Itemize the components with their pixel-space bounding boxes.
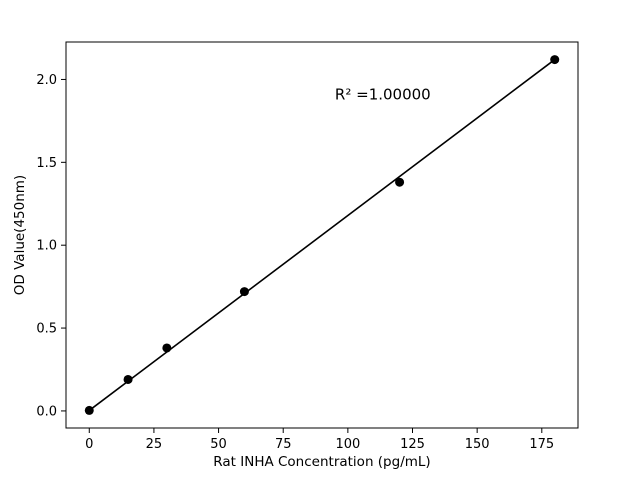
regression-line — [88, 58, 556, 412]
data-point — [239, 287, 249, 297]
data-point — [84, 405, 94, 415]
x-tick-label: 150 — [465, 437, 490, 452]
data-point — [550, 55, 560, 65]
x-tick-label: 0 — [85, 437, 93, 452]
fit-line — [88, 58, 556, 412]
y-tick-label: 1.5 — [36, 156, 57, 171]
y-tick-label: 2.0 — [36, 73, 57, 88]
x-axis-label: Rat INHA Concentration (pg/mL) — [213, 454, 430, 470]
axis-ticks: 0 25 50 75 100 125 150 175 0.0 0.5 1.0 1.5 2.0 — [36, 73, 554, 452]
y-tick-label: 0.0 — [36, 404, 57, 419]
y-tick-label: 0.5 — [36, 322, 57, 337]
x-tick-label: 175 — [529, 437, 554, 452]
data-point — [123, 374, 133, 384]
data-point — [395, 177, 405, 187]
plot-frame-rect — [65, 41, 579, 429]
r-squared-annotation: R² =1.00000 — [335, 85, 431, 103]
annotation: R² =1.00000 — [335, 85, 431, 103]
plot-frame — [65, 41, 579, 429]
x-tick-label: 100 — [335, 437, 360, 452]
x-tick-label: 50 — [210, 437, 227, 452]
x-tick-label: 25 — [146, 437, 163, 452]
data-point — [162, 343, 172, 353]
y-axis-label: OD Value(450nm) — [12, 175, 28, 295]
y-tick-label: 1.0 — [36, 239, 57, 254]
x-tick-label: 125 — [400, 437, 425, 452]
data-points — [84, 55, 560, 415]
x-tick-label: 75 — [275, 437, 292, 452]
axis-labels: Rat INHA Concentration (pg/mL) OD Value(4… — [12, 175, 431, 470]
